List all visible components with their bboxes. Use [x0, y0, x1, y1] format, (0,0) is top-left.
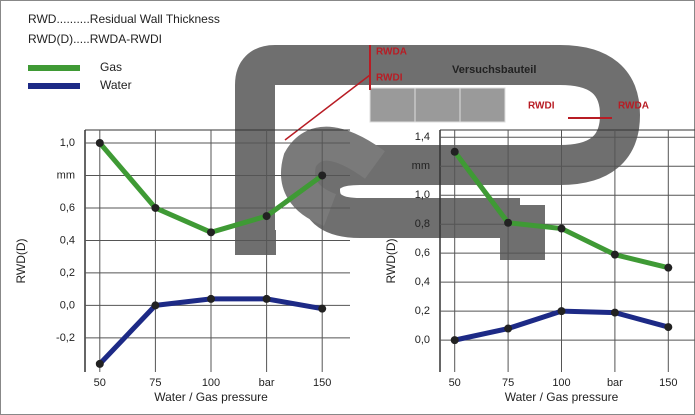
data-point [207, 295, 215, 303]
y-tick-label: 1,0 [60, 137, 75, 149]
data-point [558, 225, 566, 233]
data-point [207, 228, 215, 236]
data-point [318, 171, 326, 179]
pipe-end [236, 230, 276, 255]
diagram-label: RWDA [618, 101, 649, 112]
data-point [504, 219, 512, 227]
x-tick-label: 50 [449, 377, 461, 389]
data-point [611, 309, 619, 317]
data-point [96, 360, 104, 368]
x-tick-label: bar [607, 377, 623, 389]
y-tick-label: 0,0 [60, 299, 75, 311]
data-point [558, 307, 566, 315]
y-tick-label: 0,2 [60, 267, 75, 279]
legend-label: Gas [100, 60, 122, 74]
y-tick-label: 0,4 [60, 234, 75, 246]
y-tick-label: -0,2 [56, 332, 75, 344]
data-point [263, 212, 271, 220]
data-point [151, 204, 159, 212]
y-tick-label: 0,6 [60, 202, 75, 214]
data-point [504, 325, 512, 333]
y-tick-label: 1,0 [415, 189, 430, 201]
x-axis-label: Water / Gas pressure [505, 390, 619, 404]
y-tick-label: 0,4 [415, 276, 430, 288]
legend-label: Water [100, 78, 132, 92]
x-tick-label: 75 [149, 377, 161, 389]
x-tick-label: 150 [659, 377, 677, 389]
y-tick-label: 1,4 [415, 131, 430, 143]
x-axis-label: Water / Gas pressure [154, 390, 268, 404]
y-tick-label: 0,6 [415, 247, 430, 259]
diagram-label: RWDI [376, 73, 403, 84]
x-tick-label: 50 [94, 377, 106, 389]
x-tick-label: 100 [202, 377, 220, 389]
x-tick-label: 150 [313, 377, 331, 389]
x-tick-label: bar [259, 377, 275, 389]
figure: RWDA RWDI Versuchsbauteil RWDI RWDA RWD.… [0, 0, 695, 415]
note: RWD..........Residual Wall Thickness [28, 12, 220, 26]
x-tick-label: 100 [552, 377, 570, 389]
data-point [611, 251, 619, 259]
y-tick-label: 0,0 [415, 334, 430, 346]
test-part [370, 88, 505, 122]
note: RWD(D).....RWDA-RWDI [28, 32, 162, 46]
diagram-label: Versuchsbauteil [452, 64, 536, 76]
data-point [664, 264, 672, 272]
diagram-label: RWDI [528, 101, 555, 112]
y-tick-label: 0,8 [415, 218, 430, 230]
data-point [664, 323, 672, 331]
x-tick-label: 75 [502, 377, 514, 389]
data-point [451, 148, 459, 156]
data-point [151, 301, 159, 309]
pipe-end [500, 205, 545, 260]
y-tick-label: mm [412, 160, 430, 172]
y-tick-label: mm [57, 169, 75, 181]
data-point [96, 139, 104, 147]
y-axis-label: RWD(D) [14, 238, 28, 283]
y-axis-label: RWD(D) [384, 238, 398, 283]
y-tick-label: 0,2 [415, 305, 430, 317]
diagram-label: RWDA [376, 47, 407, 58]
data-point [451, 336, 459, 344]
data-point [318, 305, 326, 313]
data-point [263, 295, 271, 303]
